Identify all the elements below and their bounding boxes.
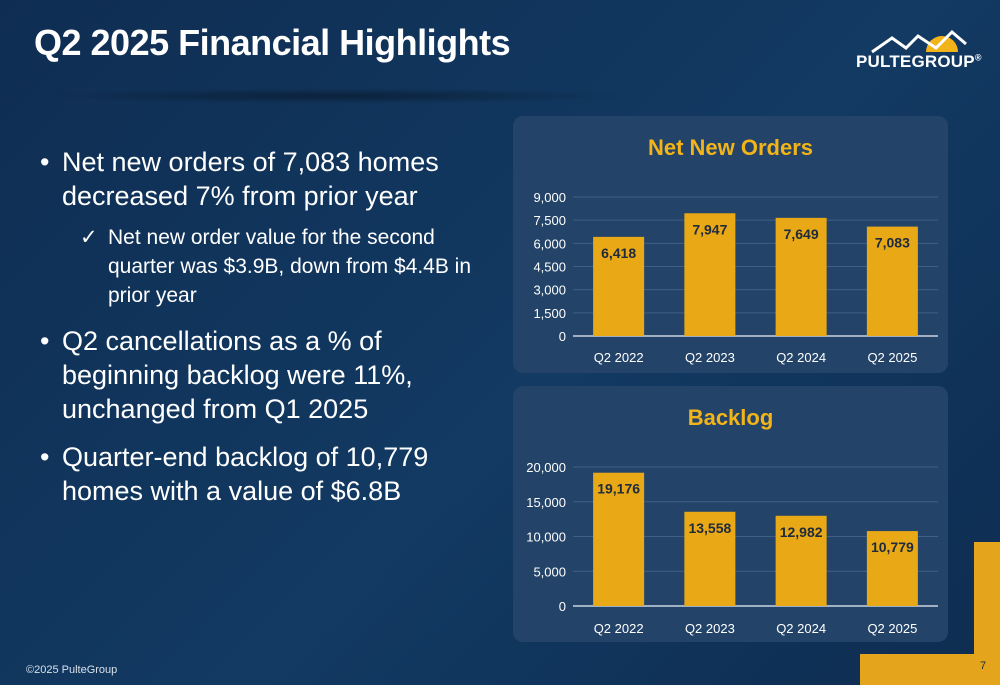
bullet-text: Q2 cancellations as a % of beginning bac… bbox=[62, 326, 413, 424]
backlog-chart: 0 5,000 10,000 15,000 20,000 19,176 Q2 2022 13,… bbox=[526, 460, 938, 636]
title-shadow bbox=[40, 88, 640, 104]
y-tick-label: 0 bbox=[559, 599, 566, 614]
bar-q2-2025 bbox=[866, 226, 918, 336]
bar-q2-2022 bbox=[593, 236, 645, 336]
bar-q2-2024 bbox=[775, 217, 827, 336]
sub-bullet-order-value: ✓ Net new order value for the second qua… bbox=[40, 223, 500, 310]
y-tick-label: 10,000 bbox=[526, 530, 566, 545]
y-tick-label: 3,000 bbox=[533, 283, 566, 298]
logo-text: PULTEGROUP bbox=[856, 52, 975, 71]
x-category-label: Q2 2024 bbox=[776, 350, 826, 365]
logo-wordmark: PULTEGROUP® bbox=[856, 52, 982, 72]
accent-block-horizontal bbox=[860, 654, 1000, 685]
x-category-label: Q2 2022 bbox=[594, 621, 644, 636]
bullet-list: • Net new orders of 7,083 homes decrease… bbox=[40, 145, 500, 522]
net-new-orders-title: Net New Orders bbox=[647, 135, 814, 160]
bullet-dot: • bbox=[40, 442, 50, 472]
bullet-dot: • bbox=[40, 326, 50, 356]
bar-q2-2023 bbox=[684, 511, 736, 606]
x-category-label: Q2 2024 bbox=[776, 621, 826, 636]
y-tick-label: 1,500 bbox=[533, 306, 566, 321]
bullet-text: Net new orders of 7,083 homes decreased … bbox=[62, 147, 439, 211]
y-tick-label: 15,000 bbox=[526, 495, 566, 510]
bar-value-label: 12,982 bbox=[780, 524, 823, 540]
backlog-title: Backlog bbox=[687, 405, 774, 430]
page-number: 7 bbox=[980, 660, 987, 672]
backlog-panel: Backlog 0 5,000 10,000 15,000 20,000 19,176 Q2… bbox=[513, 386, 948, 642]
bullet-cancellations: • Q2 cancellations as a % of beginning b… bbox=[40, 324, 500, 426]
bar-q2-2024 bbox=[775, 515, 827, 606]
slide-title: Q2 2025 Financial Highlights bbox=[34, 22, 511, 63]
bar-value-label: 7,947 bbox=[692, 221, 727, 237]
bar-value-label: 6,418 bbox=[601, 245, 636, 261]
bar-q2-2022 bbox=[593, 472, 645, 606]
bar-q2-2025 bbox=[866, 531, 918, 606]
bar-value-label: 13,558 bbox=[688, 520, 731, 536]
roofline-logo-icon bbox=[871, 29, 967, 54]
y-tick-label: 9,000 bbox=[533, 190, 566, 205]
bullet-net-new-orders: • Net new orders of 7,083 homes decrease… bbox=[40, 145, 500, 213]
check-icon: ✓ bbox=[80, 226, 98, 249]
logo-registered-mark: ® bbox=[974, 52, 982, 63]
x-category-label: Q2 2022 bbox=[594, 350, 644, 365]
bullet-dot: • bbox=[40, 147, 50, 177]
bar-value-label: 7,083 bbox=[875, 235, 910, 251]
x-category-label: Q2 2023 bbox=[685, 621, 735, 636]
bar-value-label: 10,779 bbox=[871, 539, 914, 555]
copyright-footer: ©2025 PulteGroup bbox=[26, 664, 118, 676]
y-tick-label: 0 bbox=[559, 329, 566, 344]
bar-value-label: 19,176 bbox=[597, 481, 640, 497]
y-tick-label: 20,000 bbox=[526, 460, 566, 475]
sub-bullet-text: Net new order value for the second quart… bbox=[108, 226, 472, 307]
bullet-text: Quarter-end backlog of 10,779 homes with… bbox=[62, 442, 429, 506]
net-new-orders-chart: 0 1,500 3,000 4,500 6,000 7,500 9,000 6,418 Q2 2… bbox=[533, 190, 938, 365]
y-tick-label: 5,000 bbox=[533, 564, 566, 579]
x-category-label: Q2 2025 bbox=[867, 350, 917, 365]
y-tick-label: 7,500 bbox=[533, 213, 566, 228]
y-tick-label: 4,500 bbox=[533, 260, 566, 275]
bar-value-label: 7,649 bbox=[784, 226, 819, 242]
x-category-label: Q2 2025 bbox=[867, 621, 917, 636]
bar-q2-2023 bbox=[684, 213, 736, 336]
bullet-backlog: • Quarter-end backlog of 10,779 homes wi… bbox=[40, 440, 500, 508]
x-category-label: Q2 2023 bbox=[685, 350, 735, 365]
net-new-orders-panel: Net New Orders 0 1,500 3,000 4,500 6,000 7,50… bbox=[513, 116, 948, 373]
y-tick-label: 6,000 bbox=[533, 236, 566, 251]
pultegroup-logo: PULTEGROUP® bbox=[856, 26, 982, 76]
